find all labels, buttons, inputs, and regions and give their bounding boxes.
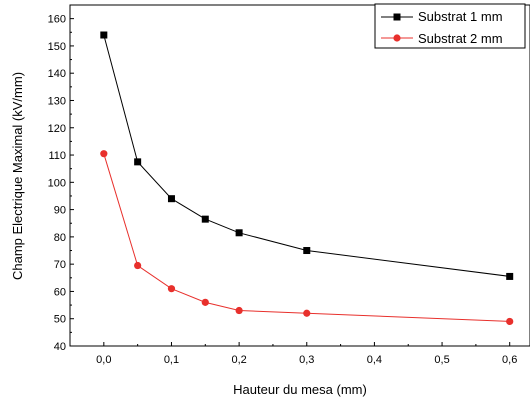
legend-box bbox=[374, 3, 526, 49]
x-tick-label: 0,1 bbox=[164, 354, 179, 366]
series-1-point bbox=[506, 272, 514, 280]
y-tick-label: 40 bbox=[54, 341, 66, 353]
legend-item-series-2: Substrat 2 mm bbox=[381, 31, 503, 46]
y-tick-label: 130 bbox=[48, 95, 66, 107]
x-tick-label: 0,6 bbox=[502, 354, 517, 366]
y-tick-label: 80 bbox=[54, 232, 66, 244]
y-tick-label: 70 bbox=[54, 259, 66, 271]
y-tick-label: 50 bbox=[54, 314, 66, 326]
series-1-point bbox=[167, 195, 175, 203]
series-1-point bbox=[303, 247, 311, 255]
x-tick-label: 0,3 bbox=[299, 354, 314, 366]
x-axis: 0,0 0,1 0,2 0,3 0,4 0,5 0,6 bbox=[96, 342, 517, 366]
series-2-point bbox=[134, 261, 142, 270]
legend-label-series-1: Substrat 1 mm bbox=[418, 9, 503, 24]
y-tick-label: 150 bbox=[48, 41, 66, 53]
x-tick-label: 0,0 bbox=[96, 354, 111, 366]
x-axis-title: Hauteur du mesa (mm) bbox=[233, 382, 367, 397]
series-1-point bbox=[100, 31, 108, 39]
legend-item-series-1: Substrat 1 mm bbox=[381, 9, 503, 24]
legend: Substrat 1 mm Substrat 2 mm bbox=[374, 3, 526, 49]
plot-frame bbox=[69, 4, 530, 347]
x-tick-label: 0,2 bbox=[231, 354, 246, 366]
x-tick-label: 0,4 bbox=[367, 354, 382, 366]
y-tick-label: 110 bbox=[48, 150, 66, 162]
series-2-point bbox=[235, 306, 243, 315]
series-2-point bbox=[167, 285, 176, 293]
series-layer bbox=[100, 31, 514, 326]
y-axis-title: Champ Electrique Maximal (kV/mm) bbox=[10, 72, 25, 280]
y-tick-label: 120 bbox=[48, 123, 66, 135]
series-2-point bbox=[201, 298, 209, 306]
y-tick-label: 160 bbox=[48, 14, 66, 26]
y-tick-label: 100 bbox=[48, 177, 66, 189]
series-2-line bbox=[103, 153, 510, 322]
series-1-point bbox=[201, 215, 209, 223]
y-tick-label: 90 bbox=[54, 205, 66, 217]
series-2-point bbox=[506, 317, 514, 326]
legend-label-series-2: Substrat 2 mm bbox=[418, 31, 503, 46]
series-1-line bbox=[103, 34, 510, 277]
series-2-point bbox=[100, 150, 108, 158]
y-tick-label: 140 bbox=[48, 68, 66, 80]
y-tick-label: 60 bbox=[54, 286, 66, 298]
x-tick-label: 0,5 bbox=[434, 354, 449, 366]
legend-circle-marker-icon bbox=[393, 34, 401, 42]
series-2-point bbox=[303, 309, 311, 317]
legend-square-marker-icon bbox=[393, 13, 401, 21]
series-1-point bbox=[134, 158, 142, 166]
y-axis: 40 50 60 70 80 90 100 110 120 130 140 150 160 bbox=[48, 14, 74, 353]
series-1-point bbox=[235, 229, 243, 237]
